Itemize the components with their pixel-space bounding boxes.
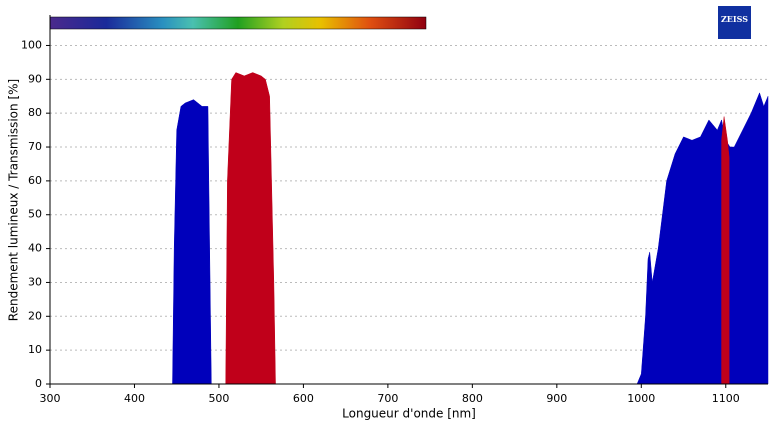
y-tick-label: 50 [28, 208, 42, 221]
y-tick-label: 30 [28, 275, 42, 288]
area [172, 92, 769, 385]
y-tick-label: 100 [21, 38, 42, 51]
x-tick-label: 600 [293, 392, 314, 405]
y-tick-label: 0 [35, 377, 42, 390]
x-tick-label: 1100 [712, 392, 740, 405]
x-tick-label: 500 [208, 392, 229, 405]
x-tick-label: 700 [377, 392, 398, 405]
x-tick-label: 1000 [627, 392, 655, 405]
x-tick-label: 300 [40, 392, 61, 405]
x-axis-label: Longueur d'onde [nm] [342, 407, 476, 421]
y-axis-label: Rendement lumineux / Transmission [%] [7, 79, 21, 321]
logo-box [718, 6, 751, 39]
logo: ZEISS [721, 14, 748, 24]
y-tick-label: 20 [28, 309, 42, 322]
x-tick-label: 900 [546, 392, 567, 405]
y-tick-label: 80 [28, 106, 42, 119]
spectrum-bar [49, 16, 427, 30]
x-tick-label: 400 [124, 392, 145, 405]
y-tick-label: 40 [28, 242, 42, 255]
y-tick-label: 90 [28, 72, 42, 85]
y-tick-label: 60 [28, 174, 42, 187]
x-tick-label: 800 [462, 392, 483, 405]
y-tick-label: 10 [28, 343, 42, 356]
y-tick-label: 70 [28, 140, 42, 153]
